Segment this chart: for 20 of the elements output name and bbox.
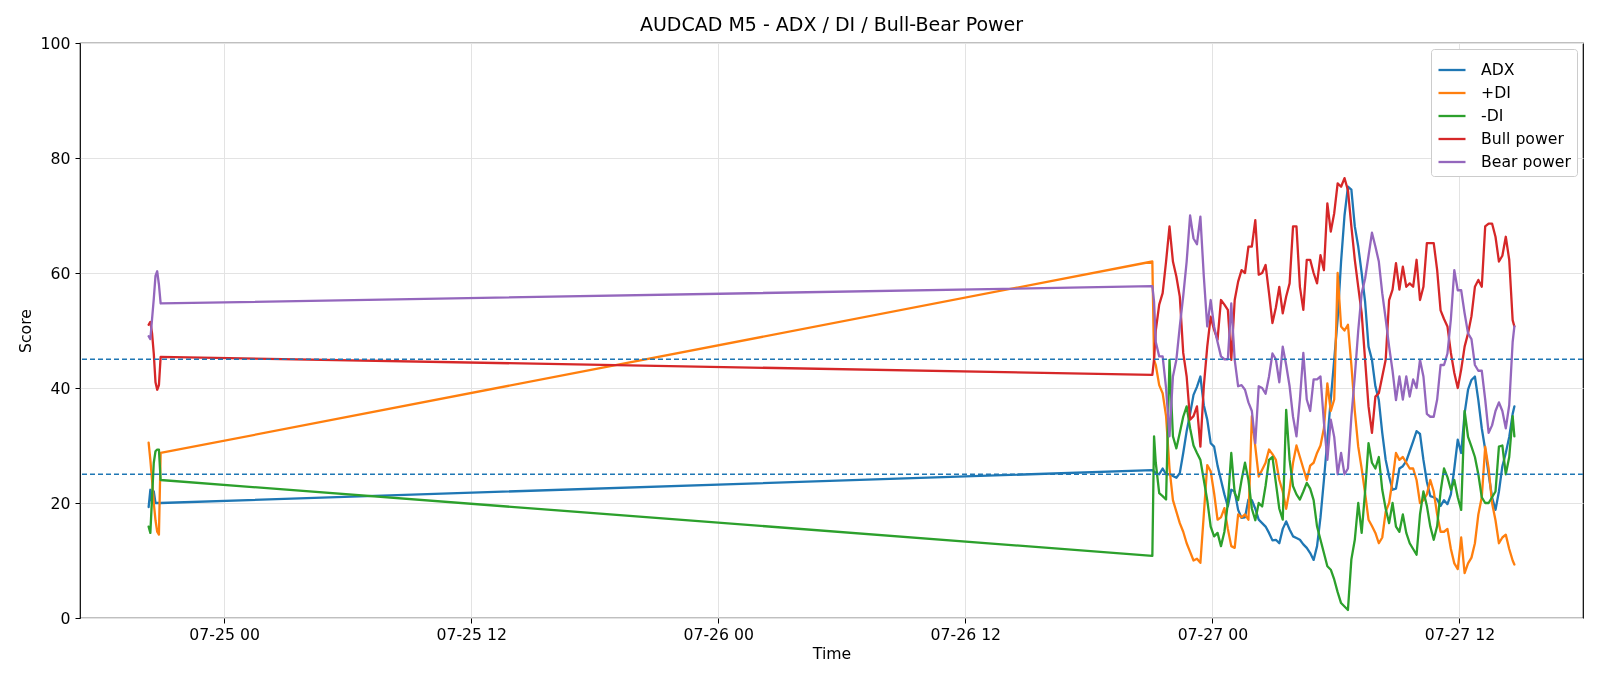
legend-label: +DI	[1481, 83, 1511, 102]
legend-label: -DI	[1481, 106, 1504, 125]
y-tick-label: 60	[50, 263, 71, 283]
y-tick-label: 100	[40, 33, 71, 53]
y-tick-label: 80	[50, 148, 71, 168]
legend-label: ADX	[1481, 60, 1515, 79]
x-tick-label: 07-25 12	[436, 624, 507, 644]
chart-title: AUDCAD M5 - ADX / DI / Bull-Bear Power	[639, 13, 1024, 35]
x-tick-label: 07-27 00	[1177, 624, 1249, 644]
y-tick-label: 40	[50, 378, 71, 398]
legend-label: Bear power	[1481, 152, 1572, 171]
y-tick-label: 20	[50, 493, 71, 513]
x-tick-label: 07-26 00	[683, 624, 755, 644]
y-tick-label: 0	[60, 608, 71, 628]
x-axis-title: Time	[811, 644, 852, 664]
y-axis-title: Score	[15, 309, 35, 353]
legend-label: Bull power	[1481, 129, 1565, 148]
x-tick-label: 07-26 12	[930, 624, 1002, 644]
x-tick-label: 07-27 12	[1424, 624, 1496, 644]
x-tick-label: 07-25 00	[189, 624, 260, 644]
